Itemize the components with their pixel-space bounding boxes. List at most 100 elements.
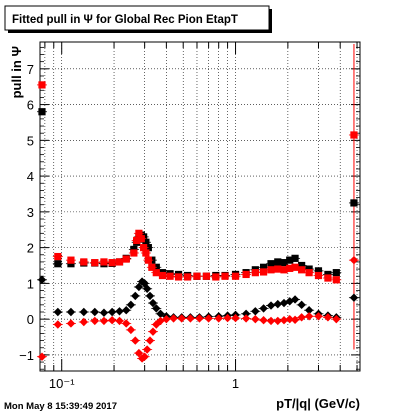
data-point (297, 313, 306, 322)
chart-title: Fitted pull in Ψ for Global Rec Pion Eta… (12, 14, 238, 26)
x-tick-label: 1 (232, 376, 239, 391)
data-point (259, 304, 268, 313)
data-point (259, 316, 268, 325)
data-point (135, 229, 143, 237)
data-point (286, 264, 294, 272)
data-point (79, 307, 89, 317)
data-point (90, 307, 100, 317)
data-point (242, 270, 250, 279)
data-point (350, 131, 358, 139)
timestamp: Mon May 8 15:39:49 2017 (4, 401, 117, 412)
data-point (133, 236, 141, 245)
x-tick-label: 10⁻¹ (49, 376, 75, 391)
data-point (99, 308, 109, 317)
data-point (314, 312, 323, 321)
y-tick-label: 6 (27, 98, 34, 113)
plot-frame (39, 41, 361, 372)
data-point (274, 265, 282, 273)
data-point (134, 348, 144, 358)
data-point (251, 314, 260, 324)
data-point (291, 263, 299, 271)
data-point (145, 336, 155, 345)
data-point (266, 316, 276, 326)
data-point (115, 307, 124, 316)
data-point (314, 267, 323, 275)
y-tick-label: 4 (27, 169, 34, 184)
data-point (273, 316, 282, 326)
data-point (162, 314, 171, 324)
y-axis-label: pull in Ψ (9, 46, 24, 98)
data-point (223, 313, 232, 323)
data-point (221, 272, 229, 280)
data-point (107, 316, 117, 325)
data-point (267, 260, 275, 268)
data-point (115, 258, 124, 266)
y-tick-labels: −1 0 1 2 3 4 5 6 7 (19, 62, 34, 363)
data-point (259, 263, 268, 271)
data-point (122, 255, 130, 263)
data-point (184, 273, 192, 281)
title-box: Fitted pull in Ψ for Global Rec Pion Eta… (4, 5, 272, 33)
data-point (273, 299, 282, 309)
data-point (305, 269, 313, 277)
data-point (349, 255, 359, 265)
data-point (38, 81, 46, 89)
data-point (241, 309, 251, 318)
data-point (122, 306, 131, 315)
data-point (266, 301, 276, 310)
data-point (231, 272, 240, 280)
data-point (297, 300, 306, 310)
y-tick-label: 0 (27, 312, 34, 327)
data-point (332, 314, 341, 324)
data-point (241, 314, 251, 323)
data-point (304, 306, 314, 315)
data-point (169, 314, 178, 323)
grid (40, 42, 360, 371)
data-point (131, 291, 140, 301)
data-point (186, 314, 195, 323)
data-point (280, 266, 288, 274)
data-point (251, 307, 260, 316)
data-point (90, 316, 100, 326)
data-point (298, 261, 306, 270)
data-point (286, 256, 294, 264)
data-point (134, 282, 144, 292)
data-point (202, 272, 211, 280)
data-point (142, 249, 150, 257)
data-point (152, 304, 161, 313)
data-point (279, 316, 289, 325)
data-point (204, 314, 213, 323)
data-point (107, 307, 117, 317)
series-3 (36, 255, 359, 363)
data-point (54, 252, 62, 261)
data-point (80, 258, 88, 266)
data-point (130, 249, 138, 257)
title-shadow-right (269, 9, 272, 33)
data-point (274, 258, 282, 266)
data-point (100, 258, 108, 266)
data-point (53, 320, 63, 329)
data-point (332, 276, 340, 284)
data-point (53, 307, 63, 317)
x-tick-labels: 10⁻¹ 1 (49, 376, 239, 391)
data-point (148, 263, 156, 271)
data-point (259, 268, 268, 276)
data-point (193, 272, 201, 280)
data-point (350, 199, 358, 207)
series-layer (36, 81, 359, 363)
data-point (91, 259, 99, 267)
data-point (349, 293, 359, 302)
data-point (285, 314, 294, 324)
data-point (158, 271, 167, 280)
title-frame (4, 5, 270, 31)
data-point (67, 256, 75, 264)
y-tick-label: 2 (27, 241, 34, 256)
data-point (126, 300, 136, 310)
data-point (314, 271, 323, 280)
y-tick-label: −1 (19, 348, 34, 363)
data-point (267, 266, 275, 274)
data-point (304, 312, 314, 321)
data-point (54, 260, 62, 268)
data-point (291, 254, 299, 262)
